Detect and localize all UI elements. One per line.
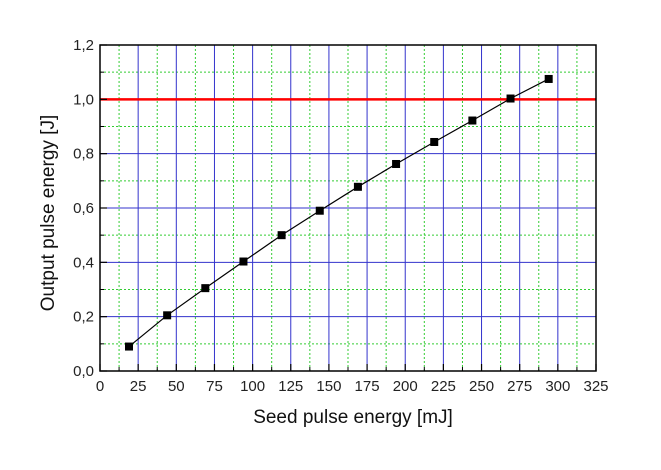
y-tick-labels: 0,0 0,2 0,4 0,6 0,8 1,0 1,2 [73,37,94,380]
x-tick-label: 250 [469,378,494,395]
data-point [430,137,439,146]
x-tick-label: 50 [168,378,185,395]
data-point [392,159,401,168]
x-tick-label: 25 [130,378,147,395]
x-tick-labels: 0 25 50 75 100 125 150 175 200 225 250 275 300 325 [96,378,609,395]
data-point [353,182,362,191]
x-tick-label: 125 [278,378,303,395]
series-layer [124,74,553,351]
y-tick-label: 0,2 [73,309,94,326]
x-tick-label: 150 [316,378,341,395]
series-line [128,78,549,348]
x-tick-label: 200 [393,378,418,395]
data-point [201,284,210,293]
data-point [544,74,553,83]
data-point [506,94,515,103]
y-tick-label: 0,0 [73,363,94,380]
data-point [277,231,286,240]
y-axis-title: Output pulse energy [J] [38,115,59,311]
data-point [239,257,248,266]
x-tick-label: 75 [206,378,223,395]
data-point [315,206,324,215]
x-tick-label: 225 [431,378,456,395]
axis-ticks [99,44,597,372]
data-point [124,342,133,351]
x-tick-label: 100 [240,378,265,395]
x-tick-label: 175 [355,378,380,395]
x-tick-label: 325 [583,378,608,395]
y-tick-label: 0,6 [73,200,94,217]
data-point [468,116,477,125]
x-tick-label: 300 [545,378,570,395]
y-tick-label: 0,8 [73,146,94,163]
x-tick-label: 275 [507,378,532,395]
x-axis-title: Seed pulse energy [mJ] [253,407,453,428]
y-tick-label: 0,4 [73,254,94,271]
minor-grid [100,45,596,371]
data-point [163,311,172,320]
y-tick-label: 1,0 [73,91,94,108]
x-tick-label: 0 [96,378,104,395]
y-tick-label: 1,2 [73,37,94,54]
